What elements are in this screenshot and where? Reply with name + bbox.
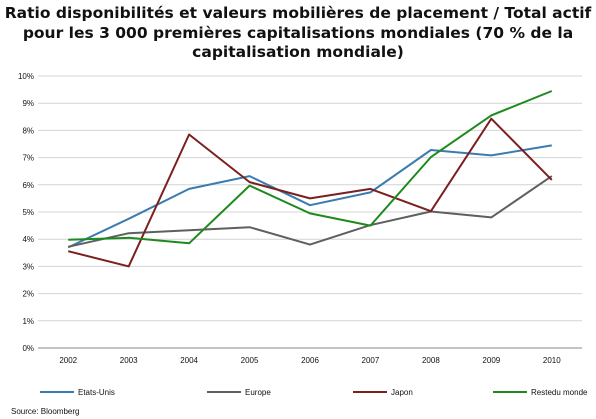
legend-label: Etats-Unis (78, 388, 115, 397)
y-tick-label: 7% (22, 154, 34, 163)
x-tick-label: 2007 (362, 356, 380, 365)
x-tick-label: 2009 (482, 356, 500, 365)
x-tick-label: 2003 (120, 356, 138, 365)
x-tick-label: 2002 (59, 356, 77, 365)
y-tick-label: 0% (22, 344, 34, 353)
legend-label: Europe (245, 388, 271, 397)
x-tick-label: 2010 (543, 356, 561, 365)
axes: 0% 1% 2% 3% 4% 5% 6% 7% 8% 9% 10% 2002 2003 2004 2005 2… (18, 72, 582, 365)
x-tick-label: 2005 (241, 356, 259, 365)
series-lines (67, 90, 553, 268)
chart-title-line-2: pour les 3 000 premières capitalisations… (22, 24, 574, 42)
x-tick-label: 2006 (301, 356, 319, 365)
chart-title-line-3: capitalisation mondiale) (192, 43, 404, 61)
series-line-japon (67, 117, 553, 268)
source-note: Source: Bloomberg (11, 407, 80, 416)
series-line-etats-unis (67, 144, 552, 249)
legend-label: Restedu monde (531, 388, 588, 397)
y-tick-label: 10% (18, 72, 34, 81)
y-tick-label: 9% (22, 99, 34, 108)
series-line-europe (67, 175, 553, 248)
y-tick-label: 4% (22, 235, 34, 244)
y-tick-label: 5% (22, 208, 34, 217)
y-tick-label: 3% (22, 262, 34, 271)
y-tick-label: 6% (22, 181, 34, 190)
gridlines (38, 75, 582, 322)
chart-title-line-1: Ratio disponibilités et valeurs mobilièr… (4, 4, 592, 22)
x-tick-label: 2004 (180, 356, 198, 365)
x-tick-label: 2008 (422, 356, 440, 365)
series-line-restedu-monde (68, 90, 553, 245)
legend-label: Japon (391, 388, 413, 397)
y-tick-label: 1% (22, 317, 34, 326)
y-tick-label: 2% (22, 290, 34, 299)
y-tick-label: 8% (22, 126, 34, 135)
legend: Etats-Unis Europe Japon Restedu monde (40, 388, 588, 397)
